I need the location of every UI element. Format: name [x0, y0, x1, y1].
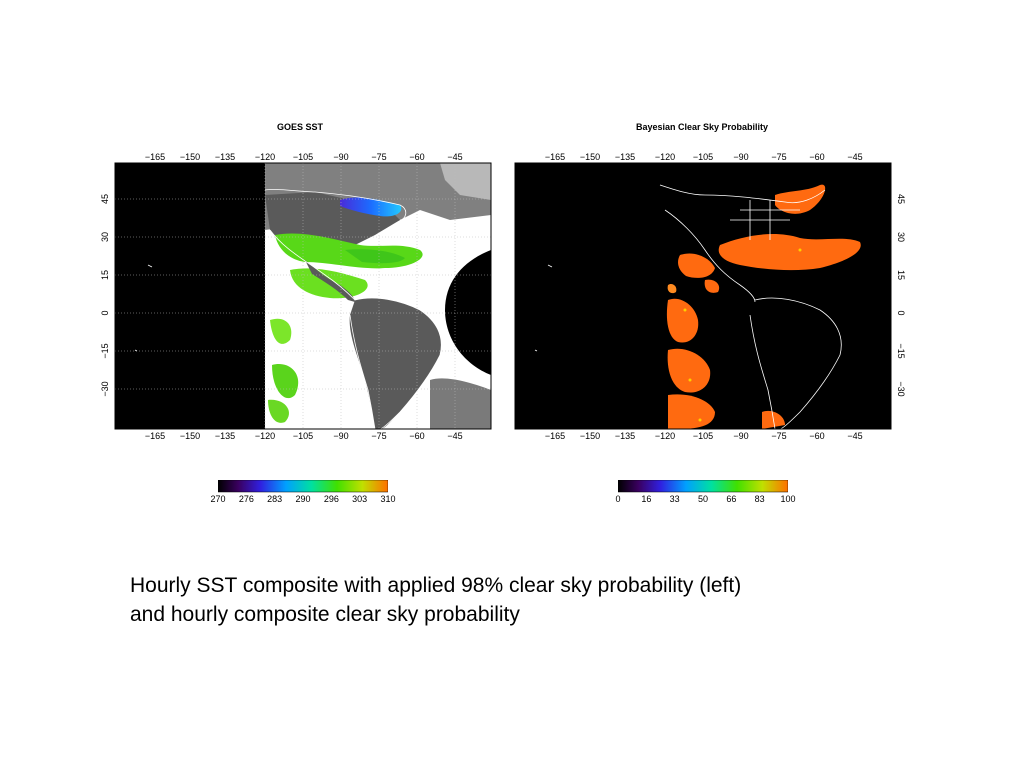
bottom-lon-tick-label: −45: [847, 431, 862, 441]
colorbar-tick-label: 310: [380, 494, 396, 504]
top-lon-tick-label: −135: [615, 152, 635, 162]
top-lon-tick-label: −150: [580, 152, 600, 162]
top-lon-tick-label: −120: [255, 152, 275, 162]
bottom-lon-tick-label: −60: [809, 431, 824, 441]
bottom-lon-tick-label: −75: [771, 431, 786, 441]
lat-tick-label: −30: [896, 381, 906, 396]
colorbar-tick-label: 303: [352, 494, 368, 504]
right-panel-title: Bayesian Clear Sky Probability: [635, 122, 769, 132]
map-frame: [514, 162, 892, 430]
south-america-land: [349, 298, 442, 429]
bottom-lon-tick-label: −120: [655, 431, 675, 441]
west-no-data-area: [115, 163, 265, 429]
bottom-lon-tick-label: −150: [180, 431, 200, 441]
lat-tick-label: 0: [896, 310, 906, 315]
top-lon-tick-label: −105: [693, 152, 713, 162]
top-lon-tick-label: −45: [847, 152, 862, 162]
bottom-lon-tick-label: −120: [255, 431, 275, 441]
map-background: [515, 163, 891, 429]
lat-tick-label: −30: [100, 381, 110, 396]
left-panel-title: GOES SST: [276, 122, 323, 132]
colorbar-tick-label: 100: [780, 494, 796, 504]
bottom-lon-tick-label: −60: [409, 431, 424, 441]
lat-tick-label: −15: [100, 343, 110, 358]
bottom-lon-tick-label: −75: [371, 431, 386, 441]
top-lon-tick-label: −165: [545, 152, 565, 162]
lat-tick-label: 30: [896, 232, 906, 242]
colorbar-tick-label: 290: [295, 494, 311, 504]
colorbar-tick-label: 276: [238, 494, 254, 504]
coastlines: [534, 184, 842, 429]
colorbar-tick-label: 83: [754, 494, 765, 504]
top-lon-tick-label: −75: [771, 152, 786, 162]
colorbar-tick-label: 16: [641, 494, 652, 504]
colorbar-tick-label: 270: [210, 494, 226, 504]
bottom-lon-tick-label: −90: [733, 431, 748, 441]
top-lon-tick-label: −45: [447, 152, 462, 162]
prob-region-atlantic-north: [775, 184, 826, 214]
map-frame: [114, 162, 492, 430]
top-lon-tick-label: −135: [215, 152, 235, 162]
lat-tick-label: 45: [100, 194, 110, 204]
colorbar-tick-label: 66: [726, 494, 737, 504]
colorbar-tick-label: 296: [323, 494, 339, 504]
earth-limb: [445, 250, 491, 375]
top-lon-tick-label: −120: [655, 152, 675, 162]
lat-tick-label: −15: [896, 343, 906, 358]
caption-line-2: and hourly composite clear sky probabili…: [130, 603, 520, 626]
top-lon-tick-label: −165: [145, 152, 165, 162]
lat-tick-label: 15: [896, 270, 906, 280]
top-lon-tick-label: −90: [733, 152, 748, 162]
caption-line-1: Hourly SST composite with applied 98% cl…: [130, 574, 742, 597]
top-lon-tick-label: −90: [333, 152, 348, 162]
colorbar-tick-label: 50: [697, 494, 709, 504]
prob-region-atlantic-central: [718, 234, 861, 271]
top-lon-tick-label: −105: [293, 152, 313, 162]
lat-tick-label: 30: [100, 232, 110, 242]
top-lon-tick-label: −150: [180, 152, 200, 162]
bottom-lon-tick-label: −90: [333, 431, 348, 441]
bottom-lon-tick-label: −165: [145, 431, 165, 441]
bottom-lon-tick-label: −165: [545, 431, 565, 441]
lat-tick-label: 45: [896, 194, 906, 204]
top-lon-tick-label: −60: [809, 152, 824, 162]
colorbar-tick-label: 0: [615, 494, 621, 504]
prob-region-pacific-east: [666, 298, 699, 343]
lat-tick-label: 15: [100, 270, 110, 280]
sst-map: −165 −150 −135 −120 −105 −90 −75 −60 −45−165 −150…: [100, 152, 492, 441]
bottom-lon-tick-label: −105: [293, 431, 313, 441]
slide-caption: Hourly SST composite with applied 98% cl…: [130, 571, 930, 629]
probability-map: −165 −150 −135 −120 −105 −90 −75 −60 −45−165 −150…: [514, 152, 906, 441]
bottom-lon-tick-label: −45: [447, 431, 462, 441]
coastlines: [134, 189, 442, 429]
sst-colorbar: [218, 480, 388, 493]
colorbar-tick-label: 33: [669, 494, 680, 504]
bottom-lon-tick-label: −150: [580, 431, 600, 441]
bottom-lon-tick-label: −105: [693, 431, 713, 441]
colorbar-tick-label: 283: [267, 494, 283, 504]
probability-colorbar: [618, 480, 788, 493]
top-lon-tick-label: −75: [371, 152, 386, 162]
top-lon-tick-label: −60: [409, 152, 424, 162]
bottom-lon-tick-label: −135: [215, 431, 235, 441]
bottom-lon-tick-label: −135: [615, 431, 635, 441]
lat-tick-label: 0: [100, 310, 110, 315]
